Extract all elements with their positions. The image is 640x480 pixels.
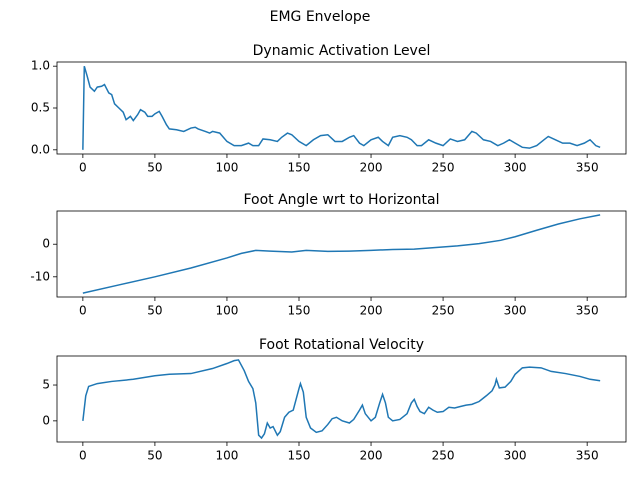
x-tick-label: 200 xyxy=(360,449,383,463)
x-tick-label: 50 xyxy=(147,449,162,463)
x-tick-label: 200 xyxy=(360,304,383,318)
x-tick-label: 350 xyxy=(576,449,599,463)
x-tick-label: 250 xyxy=(432,304,455,318)
x-tick-label: 100 xyxy=(215,161,238,175)
y-tick-label: 0.0 xyxy=(31,142,50,156)
x-tick-label: 50 xyxy=(147,304,162,318)
x-tick-label: 300 xyxy=(504,161,527,175)
x-tick-label: 0 xyxy=(79,304,87,318)
x-tick-label: 200 xyxy=(360,161,383,175)
x-tick-label: 150 xyxy=(288,449,311,463)
data-line xyxy=(82,65,601,150)
data-line xyxy=(82,359,601,440)
x-tick-label: 350 xyxy=(576,304,599,318)
x-tick-label: 300 xyxy=(504,304,527,318)
x-tick-label: 50 xyxy=(147,161,162,175)
x-tick-label: 0 xyxy=(79,161,87,175)
axes-frame xyxy=(56,355,627,443)
x-tick-label: 350 xyxy=(576,161,599,175)
figure-title: EMG Envelope xyxy=(270,9,371,25)
y-tick-label: -10 xyxy=(30,269,50,283)
x-tick-label: 100 xyxy=(215,449,238,463)
x-tick-label: 100 xyxy=(215,304,238,318)
x-tick-label: 150 xyxy=(288,161,311,175)
y-tick-label: 0 xyxy=(42,413,50,427)
y-tick-label: 1.0 xyxy=(31,59,50,73)
x-tick-label: 150 xyxy=(288,304,311,318)
x-tick-label: 250 xyxy=(432,161,455,175)
x-tick-label: 250 xyxy=(432,449,455,463)
y-tick-label: 0.5 xyxy=(31,101,50,115)
data-line xyxy=(82,214,601,294)
axes-frame xyxy=(56,61,627,155)
axes-title: Foot Rotational Velocity xyxy=(259,337,424,353)
axes-title: Foot Angle wrt to Horizontal xyxy=(243,192,439,208)
x-tick-label: 0 xyxy=(79,449,87,463)
y-tick-label: 5 xyxy=(42,378,50,392)
axes-title: Dynamic Activation Level xyxy=(253,43,431,59)
axes-frame xyxy=(56,210,627,298)
x-tick-label: 300 xyxy=(504,449,527,463)
y-tick-label: 0 xyxy=(42,237,50,251)
